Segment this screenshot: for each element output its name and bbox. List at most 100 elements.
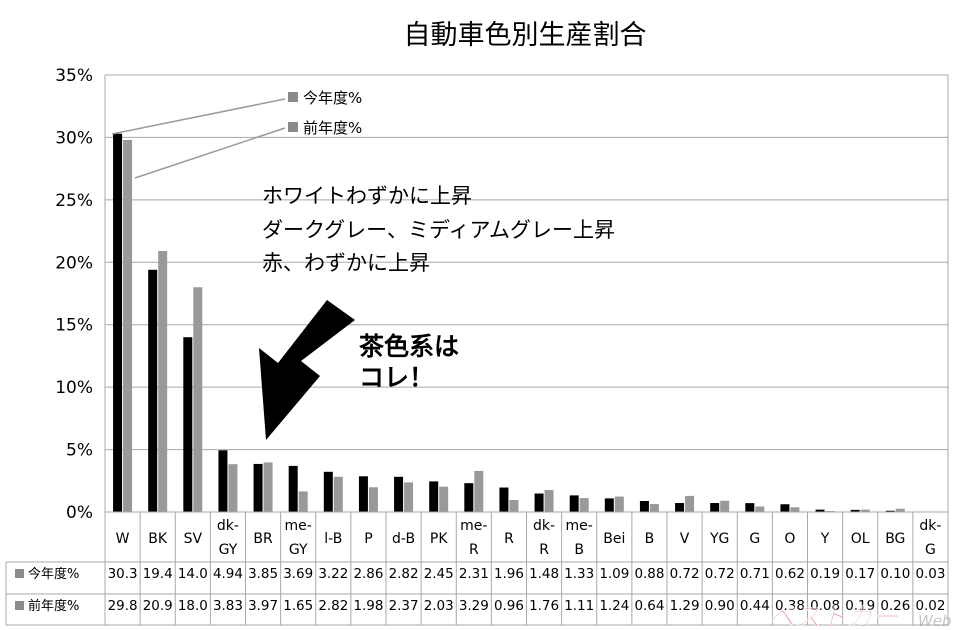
pointer-arrow [259, 300, 355, 440]
y-tick-label: 30% [55, 128, 93, 148]
bar-previous-1 [158, 251, 168, 512]
table-cell-current: 14.0 [178, 567, 208, 582]
table-cell-previous: 1.29 [670, 599, 700, 614]
legend-swatch-current [288, 92, 298, 102]
table-cell-current: 2.31 [459, 567, 489, 582]
bar-series [113, 133, 940, 512]
y-axis: 0% 5% 10% 15% 20% 25% 30% 35% [55, 66, 93, 523]
summary-line-3: 赤、わずかに上昇 [262, 251, 430, 275]
table-cell-current: 0.17 [845, 567, 875, 582]
x-category-label: BR [253, 531, 273, 547]
x-category-label: dk- [919, 518, 941, 534]
x-category-label: SV [184, 531, 203, 547]
y-tick-label: 20% [55, 253, 93, 273]
table-cell-previous: 1.65 [283, 599, 313, 614]
bar-current-4 [253, 463, 263, 512]
table-cell-previous: 3.29 [459, 599, 489, 614]
callout: 茶色系は コレ！ [359, 332, 459, 392]
callout-line-2: コレ！ [359, 363, 434, 392]
table-cell-current: 3.22 [318, 567, 348, 582]
table-cell-current: 3.69 [283, 567, 313, 582]
table-cell-previous: 3.97 [248, 599, 278, 614]
bar-previous-11 [509, 500, 519, 512]
summary-line-1: ホワイトわずかに上昇 [262, 184, 472, 208]
chart-title: 自動車色別生産割合 [404, 20, 647, 51]
table-cell-previous: 29.8 [108, 599, 138, 614]
x-category-label: l-B [324, 531, 342, 547]
x-category-label: O [784, 531, 795, 547]
table-cell-current: 0.03 [915, 567, 945, 582]
table-cell-current: 0.71 [740, 567, 770, 582]
table-cell-current: 3.85 [248, 567, 278, 582]
table-cell-current: 1.48 [529, 567, 559, 582]
table-cell-current: 2.86 [353, 567, 383, 582]
legend-leader-previous [134, 127, 286, 179]
x-category-label: PK [430, 531, 448, 547]
bar-previous-12 [544, 490, 554, 512]
bar-previous-10 [474, 470, 484, 512]
y-tick-label: 25% [55, 191, 93, 211]
table-cell-previous: 0.90 [705, 599, 735, 614]
bar-current-8 [394, 476, 404, 512]
callout-line-1: 茶色系は [359, 332, 459, 361]
table-cell-previous: 2.37 [389, 599, 419, 614]
table-cell-previous: 1.11 [564, 599, 594, 614]
table-cell-current: 1.09 [599, 567, 629, 582]
y-tick-label: 10% [55, 378, 93, 398]
bar-current-0 [113, 133, 123, 512]
table-cell-previous: 2.03 [424, 599, 454, 614]
table-cell-previous: 1.98 [353, 599, 383, 614]
x-category-label: B [645, 531, 655, 547]
bar-current-11 [499, 487, 509, 512]
bar-current-20 [815, 509, 825, 512]
table-cell-current: 30.3 [108, 567, 138, 582]
legend-label-current: 今年度% [303, 89, 362, 107]
x-category-label: GY [219, 542, 238, 558]
summary-annotation: ホワイトわずかに上昇 ダークグレー、ミディアムグレー上昇 赤、わずかに上昇 [262, 184, 615, 275]
bar-previous-2 [193, 287, 203, 512]
table-row-swatch [15, 601, 24, 610]
bar-current-15 [639, 501, 649, 512]
x-category-label: P [364, 531, 372, 547]
y-tick-label: 35% [55, 66, 93, 86]
bar-previous-3 [228, 464, 238, 512]
x-category-label: R [539, 542, 549, 558]
bar-previous-5 [298, 491, 308, 512]
bar-previous-18 [755, 506, 765, 512]
table-row-swatch [15, 569, 24, 578]
bar-current-13 [569, 495, 579, 512]
legend-swatch-previous [288, 122, 298, 132]
bar-previous-22 [895, 508, 905, 512]
bar-previous-0 [123, 139, 133, 512]
table-cell-previous: 20.9 [143, 599, 173, 614]
table-cell-current: 0.72 [670, 567, 700, 582]
bar-current-1 [148, 269, 158, 512]
table-cell-previous: 3.83 [213, 599, 243, 614]
table-cell-current: 2.82 [389, 567, 419, 582]
x-category-label: me- [566, 518, 593, 534]
table-cell-previous: 0.38 [775, 599, 805, 614]
table-cell-current: 1.33 [564, 567, 594, 582]
gridlines [104, 74, 949, 513]
table-row-header: 前年度% [28, 598, 79, 614]
x-category-label: GY [289, 542, 308, 558]
x-category-label: B [574, 542, 584, 558]
y-tick-label: 5% [66, 441, 93, 461]
x-category-label: me- [460, 518, 487, 534]
legend: 今年度% 前年度% [111, 89, 362, 179]
x-category-label: W [116, 531, 130, 547]
table-cell-current: 0.88 [634, 567, 664, 582]
bar-current-5 [288, 465, 298, 512]
x-category-label: d-B [392, 531, 415, 547]
summary-line-2: ダークグレー、ミディアムグレー上昇 [262, 218, 615, 242]
y-tick-label: 15% [55, 316, 93, 336]
table-cell-previous: 1.24 [599, 599, 629, 614]
table-cell-current: 0.19 [810, 567, 840, 582]
bar-current-21 [850, 509, 860, 512]
x-category-label: R [469, 542, 479, 558]
x-category-label: Y [820, 531, 830, 547]
table-cell-previous: 0.02 [915, 599, 945, 614]
bar-current-22 [885, 510, 895, 512]
